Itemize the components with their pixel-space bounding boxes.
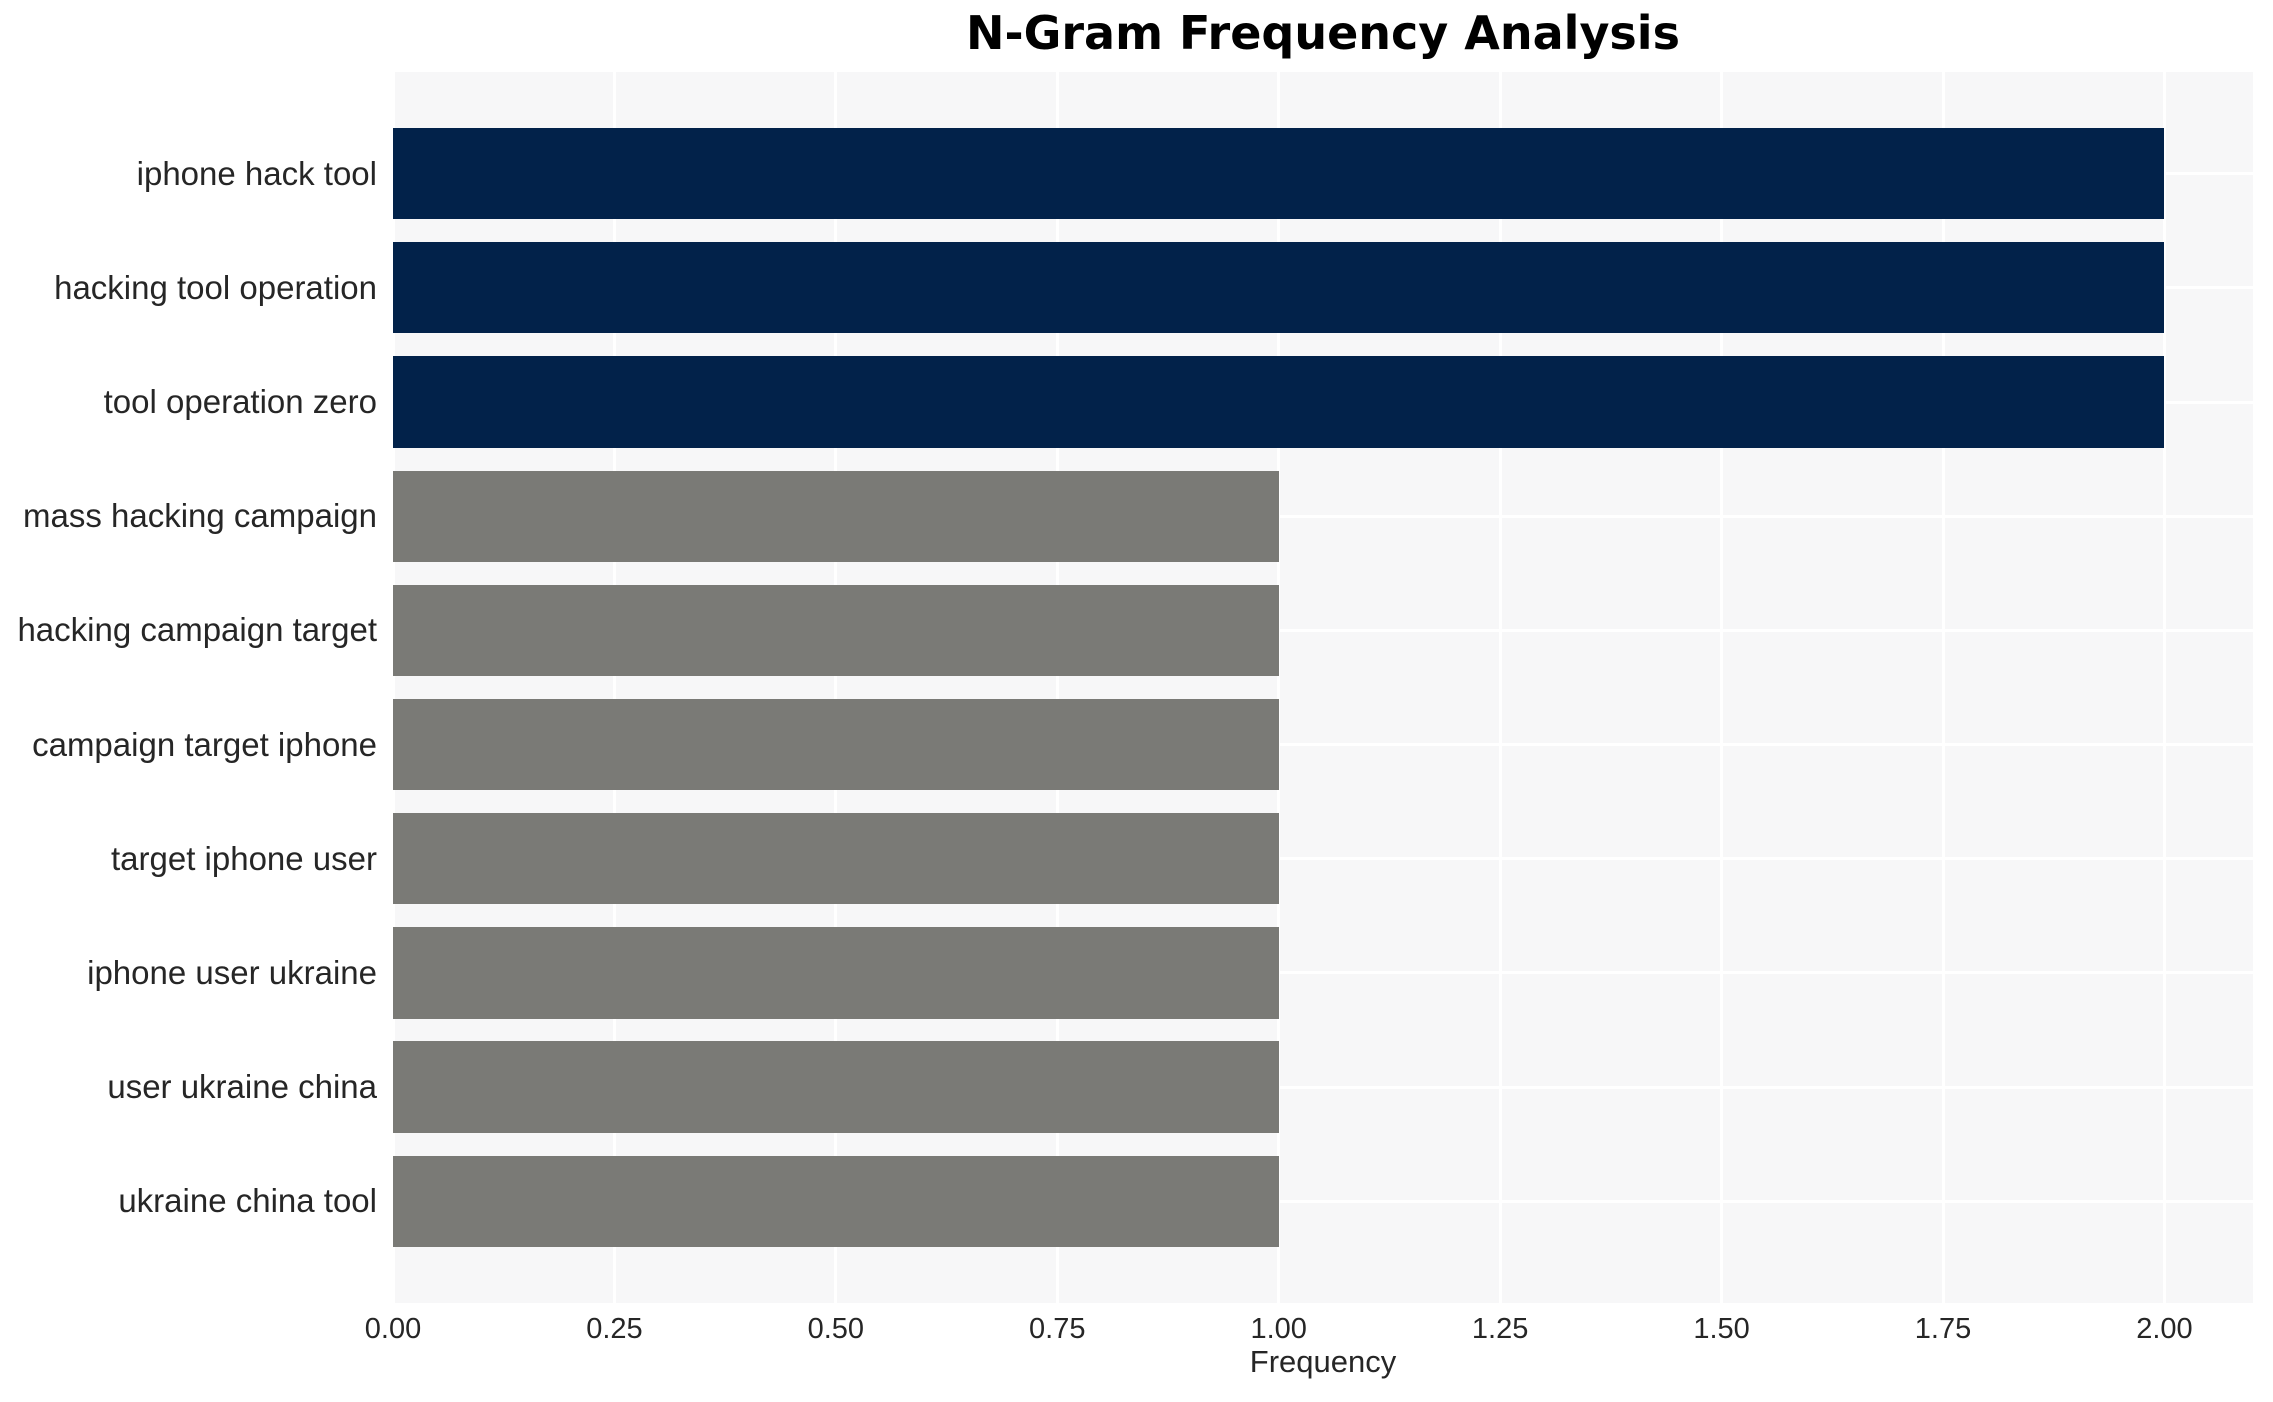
bar [393, 470, 1279, 562]
bar [393, 242, 2165, 334]
gridline-vertical [393, 72, 395, 1303]
y-tick-label: campaign target iphone [32, 725, 377, 763]
bar [393, 127, 2165, 220]
y-tick-label: tool operation zero [103, 383, 377, 421]
gridline-horizontal [393, 514, 2253, 518]
x-tick-label: 0.75 [1029, 1313, 1086, 1345]
y-tick-label: user ukraine china [107, 1068, 377, 1106]
gridline-horizontal [393, 857, 2253, 861]
bar [393, 698, 1279, 791]
x-tick-label: 1.25 [1471, 1313, 1529, 1345]
x-axis-label: Frequency [1249, 1344, 1397, 1379]
x-tick-label: 2.00 [2136, 1313, 2193, 1345]
x-tick-label: 0.25 [586, 1313, 643, 1345]
bar [393, 927, 1279, 1019]
bar [393, 584, 1279, 677]
y-tick-label: iphone hack tool [136, 154, 377, 192]
gridline-vertical [1055, 72, 1059, 1303]
y-tick-label: hacking tool operation [54, 268, 377, 306]
x-tick-label: 0.00 [364, 1313, 422, 1345]
gridline-horizontal [393, 1085, 2253, 1089]
gridline-horizontal [393, 1199, 2253, 1203]
gridline-vertical [612, 72, 616, 1303]
bar [393, 813, 1279, 905]
bar [393, 1041, 1279, 1133]
y-tick-label: mass hacking campaign [22, 497, 377, 535]
x-tick-label: 1.50 [1693, 1313, 1750, 1345]
bar [393, 356, 2165, 448]
gridline-vertical [1941, 72, 1945, 1303]
chart-title: N-Gram Frequency Analysis [966, 6, 1680, 60]
y-tick-label: target iphone user [110, 839, 377, 877]
gridline-horizontal [393, 971, 2253, 975]
bar [393, 1155, 1279, 1248]
gridline-vertical [1498, 72, 1502, 1303]
y-tick-label: ukraine china tool [118, 1182, 377, 1220]
x-tick-label: 0.50 [807, 1313, 865, 1345]
gridline-vertical [1720, 72, 1724, 1303]
gridline-vertical [1277, 72, 1281, 1303]
x-tick-label: 1.75 [1914, 1313, 1972, 1345]
gridline-vertical [834, 72, 838, 1303]
y-tick-label: iphone user ukraine [87, 953, 377, 991]
plot-area [393, 72, 2253, 1303]
x-tick-label: 1.00 [1250, 1313, 1307, 1345]
gridline-horizontal [393, 628, 2253, 632]
gridline-horizontal [393, 743, 2253, 747]
gridline-vertical [2162, 72, 2166, 1303]
y-tick-label: hacking campaign target [17, 611, 377, 649]
